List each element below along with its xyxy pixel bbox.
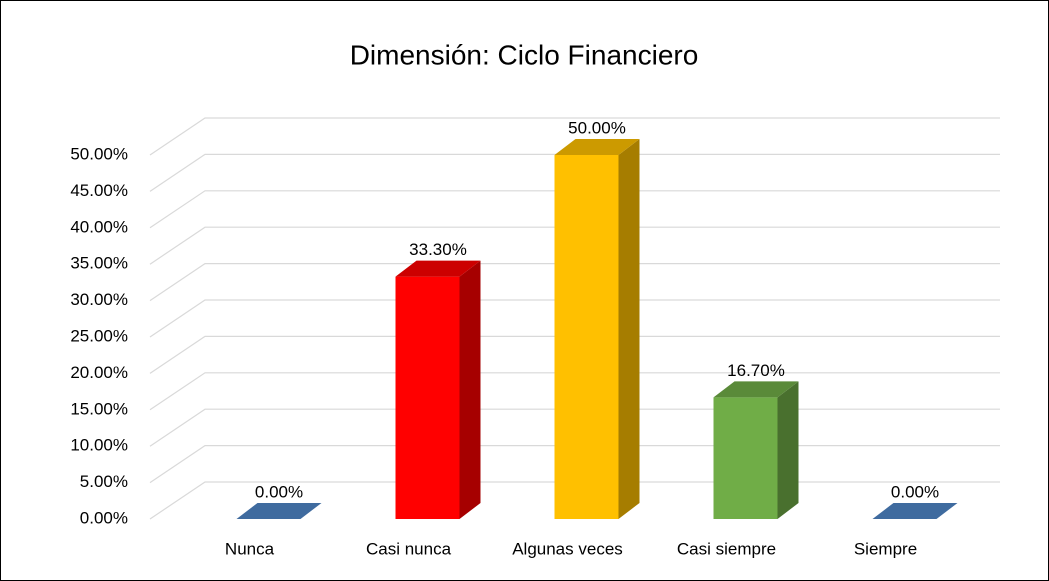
chart-title: Dimensión: Ciclo Financiero — [350, 39, 699, 70]
x-tick-label: Casi siempre — [677, 539, 776, 558]
bar — [395, 260, 481, 519]
value-label: 50.00% — [568, 118, 626, 137]
y-tick-label: 40.00% — [70, 217, 128, 236]
grid-line — [149, 335, 1000, 374]
grid-line — [149, 153, 1000, 192]
value-label: 16.70% — [727, 361, 785, 380]
bar-top — [395, 260, 481, 277]
y-tick-label: 45.00% — [70, 181, 128, 200]
x-tick-label: Siempre — [854, 539, 917, 558]
x-tick-label: Casi nunca — [366, 539, 452, 558]
y-tick-label: 10.00% — [70, 436, 128, 455]
grid-line — [149, 190, 1000, 229]
bar-side — [459, 260, 481, 519]
bar-side — [777, 381, 799, 519]
grid-line — [149, 372, 1000, 411]
value-label: 0.00% — [255, 482, 303, 501]
bar-top — [713, 381, 799, 398]
value-label: 0.00% — [891, 482, 939, 501]
x-tick-label: Nunca — [225, 539, 275, 558]
bar-top — [554, 139, 640, 155]
grid-line — [149, 117, 1000, 156]
bar-front — [554, 155, 619, 519]
grid-line — [149, 299, 1000, 338]
bar-front — [395, 276, 460, 519]
y-tick-label: 5.00% — [80, 472, 128, 491]
grid-line — [149, 263, 1000, 302]
y-tick-label: 20.00% — [70, 363, 128, 382]
value-label: 33.30% — [409, 240, 467, 259]
bar — [236, 503, 322, 519]
x-tick-label: Algunas veces — [512, 539, 623, 558]
bar-top — [236, 503, 322, 519]
bar-side — [618, 139, 640, 519]
grid-line — [149, 226, 1000, 265]
bar — [554, 139, 640, 519]
y-tick-label: 0.00% — [80, 508, 128, 527]
y-tick-label: 25.00% — [70, 326, 128, 345]
y-tick-label: 35.00% — [70, 254, 128, 273]
bar-top — [872, 503, 958, 519]
bar-front — [713, 397, 778, 519]
y-tick-label: 30.00% — [70, 290, 128, 309]
bar — [713, 381, 799, 519]
y-tick-label: 15.00% — [70, 399, 128, 418]
y-tick-label: 50.00% — [70, 144, 128, 163]
bar — [872, 503, 958, 519]
